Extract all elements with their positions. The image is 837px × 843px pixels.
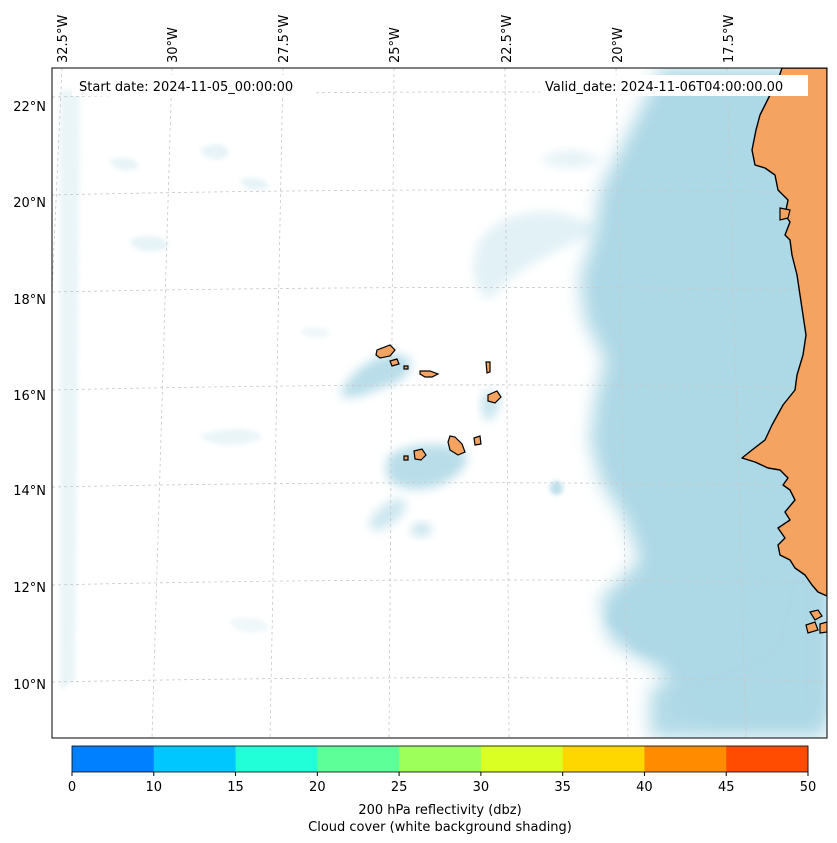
lat-label: 20°N: [13, 196, 46, 211]
colorbar-tick-label: 35: [554, 780, 571, 795]
latitude-labels: 22°N 20°N 18°N 16°N 14°N 12°N 10°N: [13, 100, 46, 693]
lat-label: 12°N: [13, 581, 46, 596]
island-sao-nicolau: [419, 370, 440, 378]
map-frame: [51, 67, 828, 739]
island-sao-vicente: [389, 358, 400, 367]
colorbar-tick-label: 40: [636, 780, 653, 795]
island-maio: [473, 435, 482, 446]
island-fogo: [413, 448, 427, 461]
lon-label: 22.5°W: [500, 15, 515, 63]
cloud-cover-layer: [60, 68, 827, 738]
start-date-box: [72, 75, 315, 96]
reflectivity-colorbar: 0 10 15 20 25 30 35 40 45 50: [68, 745, 817, 795]
colorbar-sublabel: Cloud cover (white background shading): [308, 820, 572, 835]
lon-label: 17.5°W: [722, 15, 737, 63]
colorbar-segment: [317, 746, 400, 772]
colorbar-segment: [562, 746, 645, 772]
colorbar-segment: [235, 746, 318, 772]
colorbar-label: 200 hPa reflectivity (dbz): [358, 803, 521, 818]
lat-label: 10°N: [13, 678, 46, 693]
colorbar-frame: [71, 745, 809, 773]
colorbar-tick-label: 30: [473, 780, 490, 795]
colorbar-tick-label: 45: [718, 780, 735, 795]
island-sal: [485, 361, 491, 374]
lon-label: 20°W: [611, 27, 626, 63]
colorbar-tick-label: 10: [146, 780, 163, 795]
lat-label: 16°N: [13, 389, 46, 404]
colorbar-segment: [480, 746, 564, 772]
island-santo-antao: [375, 344, 396, 359]
colorbar-tick-label: 25: [391, 780, 408, 795]
africa-landmass: [741, 68, 827, 597]
colorbar-segment: [726, 746, 809, 772]
island-santiago: [447, 435, 466, 456]
lon-label: 27.5°W: [277, 15, 292, 63]
lon-label: 32.5°W: [56, 15, 71, 63]
start-date-label: Start date: 2024-11-05_00:00:00: [79, 80, 293, 95]
longitude-labels: 32.5°W 30°W 27.5°W 25°W 22.5°W 20°W 17.5…: [56, 15, 737, 63]
lat-label: 18°N: [13, 293, 46, 308]
colorbar-tick-label: 20: [309, 780, 326, 795]
colorbar-tick-label: 50: [800, 780, 817, 795]
island-santa-luzia: [403, 365, 409, 370]
lon-label: 30°W: [166, 27, 181, 63]
colorbar-segment: [72, 746, 155, 772]
valid-date-box: [540, 75, 808, 96]
lat-label: 14°N: [13, 484, 46, 499]
valid-date-label: Valid_date: 2024-11-06T04:00:00.00: [545, 80, 783, 95]
colorbar-segment: [399, 746, 482, 772]
island-boa-vista: [487, 390, 502, 404]
colorbar-segment: [153, 746, 237, 772]
cape-verde-islands: [375, 344, 502, 461]
island-brava: [403, 455, 409, 461]
colorbar-tick-label: 15: [227, 780, 244, 795]
colorbar-tick-label: 0: [68, 780, 76, 795]
lon-label: 25°W: [388, 27, 403, 63]
lat-label: 22°N: [13, 100, 46, 115]
colorbar-segment: [644, 746, 727, 772]
